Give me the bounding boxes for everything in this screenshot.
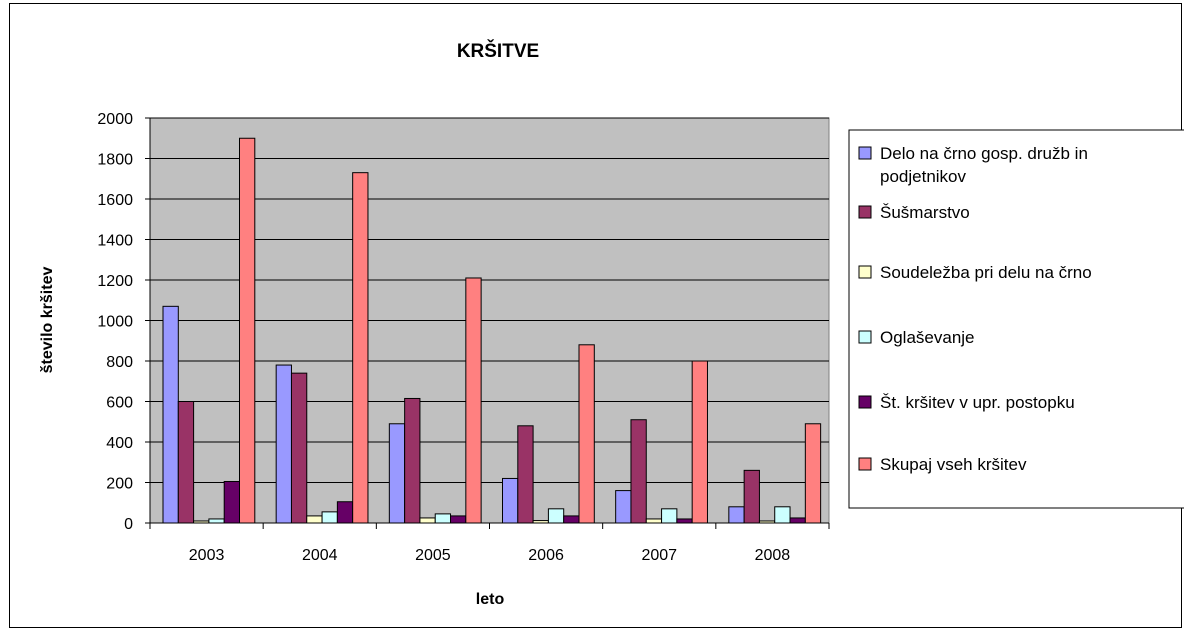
- x-tick-label: 2005: [415, 547, 451, 564]
- x-tick-label: 2006: [528, 547, 564, 564]
- bar: [728, 506, 745, 524]
- legend: Delo na črno gosp. družb in podjetnikov Šu…: [848, 129, 1184, 509]
- legend-swatch: [858, 205, 872, 219]
- y-tick-label: 0: [124, 516, 133, 533]
- bar: [578, 344, 595, 524]
- bar: [563, 515, 580, 524]
- legend-label: Delo na črno gosp. družb in: [880, 144, 1088, 163]
- y-tick-label: 200: [106, 476, 133, 493]
- x-axis-title: leto: [476, 591, 505, 608]
- y-tick-label: 400: [106, 435, 133, 452]
- legend-box: [848, 129, 1184, 509]
- bar: [434, 513, 452, 524]
- chart-title: KRŠITVE: [457, 40, 539, 62]
- bar: [630, 419, 647, 524]
- legend-label: Šušmarstvo: [880, 203, 970, 222]
- bar: [290, 372, 308, 524]
- bar: [774, 506, 791, 524]
- bar: [419, 517, 436, 524]
- bar: [239, 137, 256, 524]
- legend-swatch: [858, 146, 872, 160]
- bar: [177, 401, 195, 524]
- bar: [162, 305, 179, 524]
- bar: [615, 490, 632, 524]
- bar: [502, 477, 519, 524]
- legend-swatch: [858, 395, 872, 409]
- bar: [465, 277, 482, 524]
- bar: [388, 423, 406, 524]
- bar: [306, 515, 323, 524]
- bar: [275, 364, 292, 524]
- bar: [789, 517, 806, 524]
- legend-swatch: [858, 457, 872, 471]
- plot-area: 0 200 400 600 800 1000 1200 1400 1600 1800 2000 200…: [97, 111, 830, 564]
- y-tick-label: 1600: [97, 192, 133, 209]
- bar: [517, 425, 534, 524]
- legend-label: Skupaj vseh kršitev: [880, 455, 1027, 474]
- legend-label: Oglaševanje: [880, 328, 975, 347]
- x-tick-label: 2007: [641, 547, 677, 564]
- bar: [547, 508, 565, 524]
- legend-swatch: [858, 265, 872, 279]
- bar: [450, 515, 467, 524]
- bar: [321, 511, 338, 524]
- x-tick-label: 2003: [189, 547, 225, 564]
- bar: [352, 172, 369, 524]
- y-tick-label: 1000: [97, 314, 133, 331]
- bar: [691, 360, 708, 524]
- x-tick-label: 2008: [755, 547, 791, 564]
- legend-label: podjetnikov: [880, 167, 967, 186]
- legend-label: Soudeležba pri delu na črno: [880, 263, 1092, 282]
- y-tick-label: 1200: [97, 273, 133, 290]
- bar: [676, 518, 693, 524]
- y-tick-label: 800: [106, 354, 133, 371]
- y-tick-label: 1800: [97, 152, 133, 169]
- bar: [404, 397, 421, 524]
- legend-label: Št. kršitev v upr. postopku: [880, 393, 1075, 412]
- y-tick-label: 600: [106, 395, 133, 412]
- bar: [743, 469, 760, 524]
- bar: [804, 423, 822, 524]
- bar: [661, 508, 678, 524]
- bar: [208, 518, 225, 524]
- y-axis-title: število kršitev: [39, 267, 56, 374]
- y-tick-label: 1400: [97, 233, 133, 250]
- legend-swatch: [858, 330, 872, 344]
- bar: [645, 518, 663, 524]
- bar: [223, 480, 240, 524]
- y-tick-label: 2000: [97, 111, 133, 128]
- x-tick-label: 2004: [302, 547, 338, 564]
- bar: [336, 501, 354, 524]
